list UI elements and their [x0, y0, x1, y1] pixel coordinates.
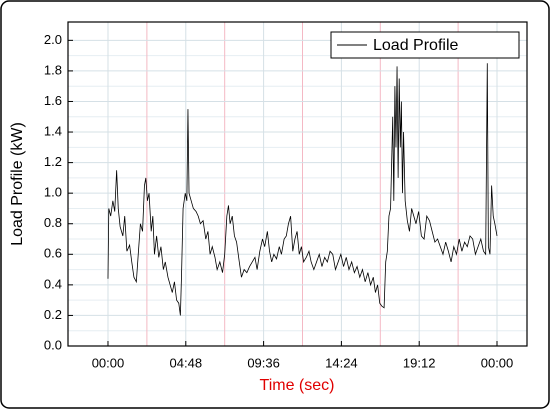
- x-tick-label: 19:12: [403, 355, 436, 370]
- x-tick-label: 14:24: [325, 355, 358, 370]
- y-tick-label: 0.6: [44, 246, 62, 261]
- y-axis-label: Load Profile (kW): [9, 122, 26, 246]
- y-tick-label: 0.8: [44, 215, 62, 230]
- x-tick-label: 04:48: [170, 355, 203, 370]
- y-tick-label: 0.0: [44, 337, 62, 352]
- line-series: [107, 63, 498, 316]
- y-tick-label: 1.4: [44, 123, 62, 138]
- x-axis-label: Time (sec): [260, 377, 335, 394]
- plot-frame: [67, 21, 528, 347]
- y-tick-label: 0.4: [44, 276, 62, 291]
- legend-label: Load Profile: [373, 37, 458, 54]
- x-tick-label: 00:00: [481, 355, 514, 370]
- x-tick-label: 09:36: [247, 355, 280, 370]
- y-tick-label: 0.2: [44, 307, 62, 322]
- y-tick-label: 1.2: [44, 154, 62, 169]
- y-tick-label: 1.8: [44, 62, 62, 77]
- y-tick-label: 2.0: [44, 32, 62, 47]
- y-tick-label: 1.6: [44, 93, 62, 108]
- y-tick-label: 1.0: [44, 185, 62, 200]
- x-tick-label: 00:00: [92, 355, 125, 370]
